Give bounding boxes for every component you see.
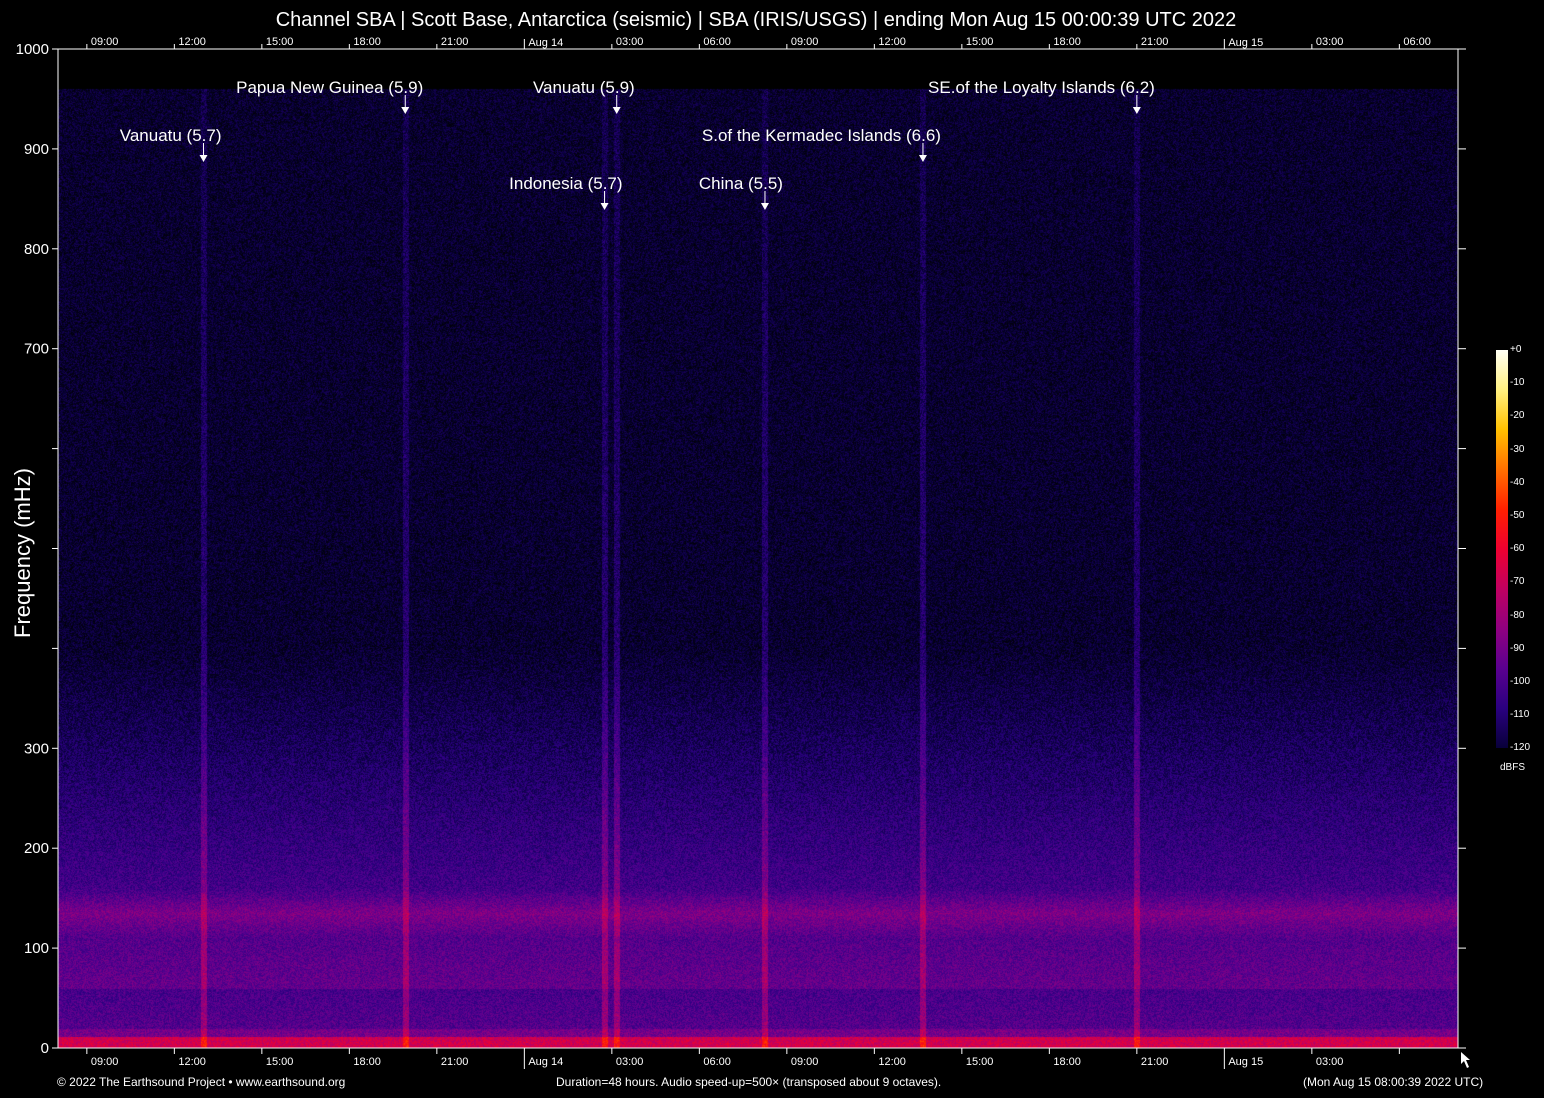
cursor-arrow-icon — [1461, 1052, 1470, 1068]
top-x-tick-label: 09:00 — [91, 36, 119, 48]
top-x-tick-label: 06:00 — [703, 36, 731, 48]
bottom-x-tick-label: 12:00 — [178, 1056, 206, 1068]
colorbar-tick-label: -60 — [1510, 543, 1524, 554]
event-arrow-icon — [601, 203, 609, 210]
colorbar-tick-label: -100 — [1510, 676, 1530, 687]
bottom-x-tick-label: 21:00 — [1141, 1056, 1169, 1068]
colorbar — [1496, 350, 1508, 748]
bottom-x-tick-label: 12:00 — [878, 1056, 906, 1068]
bottom-x-tick-label: 18:00 — [353, 1056, 381, 1068]
top-x-tick-label: Aug 14 — [528, 37, 563, 49]
colorbar-tick-label: -20 — [1510, 410, 1524, 421]
top-x-tick-label: 12:00 — [878, 36, 906, 48]
event-arrow-icon — [919, 155, 927, 162]
top-x-tick-label: 21:00 — [1141, 36, 1169, 48]
bottom-x-tick-label: 15:00 — [966, 1056, 994, 1068]
top-x-tick-label: 06:00 — [1403, 36, 1431, 48]
colorbar-unit: dBFS — [1500, 762, 1525, 773]
bottom-x-tick-label: 18:00 — [1053, 1056, 1081, 1068]
top-x-tick-label: 03:00 — [616, 36, 644, 48]
footer-copyright: © 2022 The Earthsound Project • www.eart… — [57, 1075, 345, 1089]
axes: 09:00 12:00 15:00 18:00 21:00 Aug 14 03:00 06:0… — [0, 0, 1544, 1098]
colorbar-tick-label: -50 — [1510, 510, 1524, 521]
event-label: Vanuatu (5.7) — [120, 126, 222, 145]
top-x-tick-label: 03:00 — [1316, 36, 1344, 48]
colorbar-tick-label: -110 — [1510, 709, 1529, 720]
top-x-tick-label: 15:00 — [966, 36, 994, 48]
colorbar-tick-label: -80 — [1510, 610, 1524, 621]
event-label: Papua New Guinea (5.9) — [236, 78, 423, 97]
top-x-tick-label: 15:00 — [266, 36, 294, 48]
bottom-x-tick-label: Aug 14 — [528, 1056, 563, 1068]
colorbar-tick-label: -10 — [1510, 377, 1524, 388]
event-arrow-icon — [401, 107, 409, 114]
bottom-x-tick-label: 09:00 — [791, 1056, 819, 1068]
event-label: Indonesia (5.7) — [509, 174, 622, 193]
colorbar-tick-label: -120 — [1510, 742, 1530, 753]
y-tick-label: 200 — [24, 840, 49, 857]
bottom-x-tick-label: 03:00 — [616, 1056, 644, 1068]
bottom-x-tick-label: Aug 15 — [1228, 1056, 1263, 1068]
bottom-x-tick-label: 03:00 — [1316, 1056, 1344, 1068]
bottom-x-tick-label: 09:00 — [91, 1056, 119, 1068]
event-label: S.of the Kermadec Islands (6.6) — [702, 126, 941, 145]
bottom-x-tick-label: 15:00 — [266, 1056, 294, 1068]
y-tick-label: 900 — [24, 141, 49, 158]
footer-timestamp: (Mon Aug 15 08:00:39 2022 UTC) — [1303, 1075, 1483, 1089]
event-label: SE.of the Loyalty Islands (6.2) — [928, 78, 1155, 97]
top-x-tick-label: Aug 15 — [1228, 37, 1263, 49]
event-arrow-icon — [1133, 107, 1141, 114]
colorbar-tick-label: +0 — [1510, 344, 1521, 355]
top-x-tick-label: 18:00 — [353, 36, 381, 48]
y-tick-label: 0 — [41, 1040, 49, 1057]
top-x-tick-label: 21:00 — [441, 36, 469, 48]
colorbar-tick-label: -70 — [1510, 576, 1524, 587]
y-tick-label: 800 — [24, 241, 49, 258]
top-x-tick-label: 18:00 — [1053, 36, 1081, 48]
y-tick-label: 700 — [24, 341, 49, 358]
event-arrow-icon — [613, 107, 621, 114]
y-tick-label: 1000 — [16, 41, 49, 58]
colorbar-tick-label: -30 — [1510, 444, 1524, 455]
event-arrow-icon — [200, 155, 208, 162]
y-tick-label: 100 — [24, 940, 49, 957]
event-label: Vanuatu (5.9) — [533, 78, 635, 97]
footer-duration: Duration=48 hours. Audio speed-up=500× (… — [556, 1075, 941, 1089]
colorbar-tick-label: -90 — [1510, 643, 1524, 654]
y-axis-label: Frequency (mHz) — [10, 468, 36, 638]
event-label: China (5.5) — [699, 174, 783, 193]
bottom-x-tick-label: 21:00 — [441, 1056, 469, 1068]
top-x-tick-label: 12:00 — [178, 36, 206, 48]
y-tick-label: 300 — [24, 740, 49, 757]
colorbar-tick-label: -40 — [1510, 477, 1524, 488]
top-x-tick-label: 09:00 — [791, 36, 819, 48]
event-arrow-icon — [761, 203, 769, 210]
bottom-x-tick-label: 06:00 — [703, 1056, 731, 1068]
